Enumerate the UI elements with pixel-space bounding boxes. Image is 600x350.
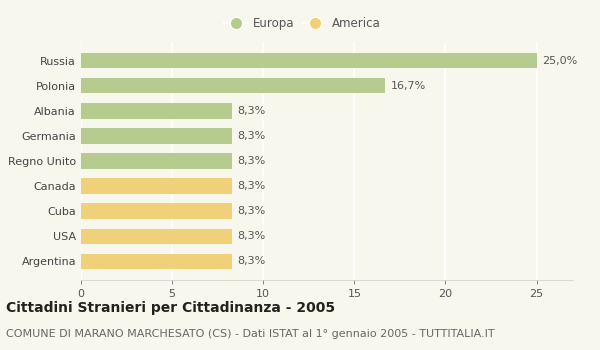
Bar — [81, 103, 232, 119]
Bar — [81, 178, 232, 194]
Bar — [81, 203, 232, 219]
Text: 8,3%: 8,3% — [238, 156, 266, 166]
Text: 8,3%: 8,3% — [238, 257, 266, 266]
Text: 8,3%: 8,3% — [238, 131, 266, 141]
Text: 16,7%: 16,7% — [391, 81, 426, 91]
Legend: Europa, America: Europa, America — [221, 14, 384, 34]
Text: 8,3%: 8,3% — [238, 181, 266, 191]
Bar — [81, 229, 232, 244]
Bar — [81, 128, 232, 144]
Text: 8,3%: 8,3% — [238, 231, 266, 241]
Bar — [81, 78, 385, 93]
Text: COMUNE DI MARANO MARCHESATO (CS) - Dati ISTAT al 1° gennaio 2005 - TUTTITALIA.IT: COMUNE DI MARANO MARCHESATO (CS) - Dati … — [6, 329, 494, 339]
Text: Cittadini Stranieri per Cittadinanza - 2005: Cittadini Stranieri per Cittadinanza - 2… — [6, 301, 335, 315]
Text: 8,3%: 8,3% — [238, 206, 266, 216]
Text: 8,3%: 8,3% — [238, 106, 266, 116]
Bar — [81, 254, 232, 269]
Bar — [81, 53, 536, 68]
Text: 25,0%: 25,0% — [542, 56, 577, 65]
Bar — [81, 153, 232, 169]
